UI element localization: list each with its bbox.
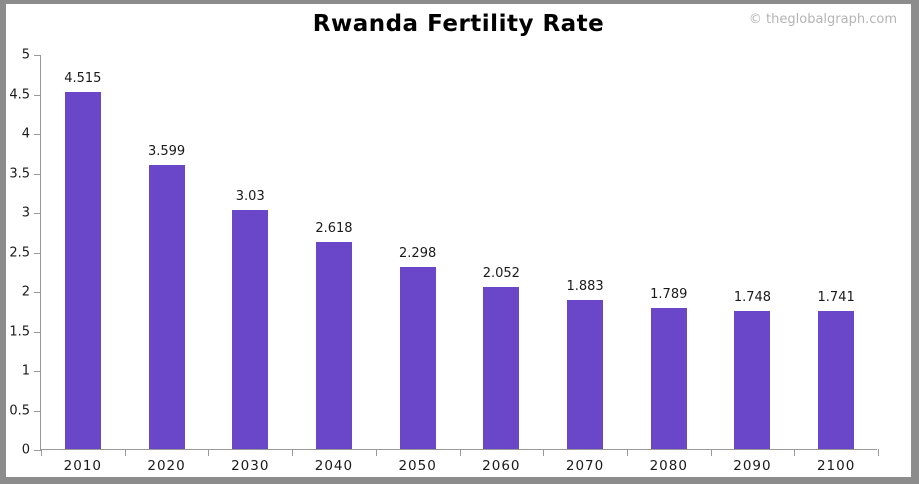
bar <box>650 307 687 449</box>
watermark-credit: © theglobalgraph.com <box>748 12 897 27</box>
x-tick-label: 2070 <box>565 458 605 474</box>
y-axis-tick <box>34 450 41 451</box>
x-axis-tick <box>41 449 42 456</box>
bar-value-label: 2.618 <box>315 221 353 237</box>
y-tick-label: 3.5 <box>9 166 30 181</box>
chart-title: Rwanda Fertility Rate <box>312 11 605 37</box>
x-tick-label: 2040 <box>314 458 354 474</box>
y-axis-tick <box>34 213 41 214</box>
y-axis-tick <box>34 371 41 372</box>
bar-value-label: 4.515 <box>64 71 102 87</box>
x-tick-label: 2080 <box>649 458 688 474</box>
bar-value-label: 2.052 <box>482 265 520 281</box>
y-axis-tick <box>34 410 41 412</box>
x-tick-label: 2060 <box>482 458 521 474</box>
bar <box>818 311 855 449</box>
y-tick-label: 3 <box>21 205 30 221</box>
x-tick-label: 2090 <box>733 458 772 474</box>
y-axis-tick <box>34 331 41 333</box>
y-axis-tick <box>34 252 41 254</box>
y-tick-label: 2 <box>21 284 30 300</box>
bar-value-label: 1.748 <box>733 289 772 305</box>
x-axis-tick <box>375 449 377 456</box>
y-tick-label: 0 <box>21 442 30 458</box>
y-tick-label: 0.5 <box>9 403 30 418</box>
y-axis-tick <box>34 55 41 56</box>
x-axis-tick <box>794 449 796 456</box>
bar <box>483 286 520 449</box>
bar <box>734 310 771 449</box>
x-tick-label: 2030 <box>231 458 270 474</box>
bar-value-label: 1.741 <box>817 290 855 306</box>
x-axis-tick <box>626 449 628 456</box>
x-axis-tick <box>292 449 294 456</box>
bar <box>567 300 604 449</box>
bar-value-label: 1.883 <box>566 279 604 295</box>
x-tick-label: 2050 <box>398 458 437 474</box>
y-tick-label: 1.5 <box>9 324 30 339</box>
bar-value-label: 2.298 <box>399 246 437 262</box>
y-tick-label: 2.5 <box>9 245 30 260</box>
x-axis-tick <box>208 449 210 456</box>
bar <box>315 242 352 449</box>
x-tick-label: 2020 <box>147 458 186 474</box>
y-tick-label: 4.5 <box>9 87 30 102</box>
y-tick-label: 5 <box>21 47 30 63</box>
bar <box>64 92 101 449</box>
y-axis-tick <box>34 173 41 175</box>
bar-value-label: 1.789 <box>650 286 688 302</box>
y-axis-tick <box>34 94 41 96</box>
x-axis-tick <box>459 449 461 456</box>
bar <box>148 164 185 449</box>
y-tick-label: 1 <box>21 363 30 379</box>
y-tick-label: 4 <box>21 126 30 142</box>
x-tick-label: 2010 <box>63 458 103 474</box>
plot-area: 5 4.5 4 3.5 3 2.5 2 1.5 1 0.5 0 4.515 2010 3.599 2020 3… <box>9 48 879 474</box>
bar <box>232 209 269 449</box>
bar-value-label: 3.599 <box>147 143 186 159</box>
x-axis-tick <box>543 449 545 456</box>
x-axis-tick <box>710 449 712 456</box>
x-axis-tick <box>124 449 126 456</box>
y-axis-tick <box>34 134 41 135</box>
bar-value-label: 3.03 <box>235 188 265 204</box>
bar <box>399 267 436 449</box>
x-axis-tick <box>878 449 879 456</box>
x-tick-label: 2100 <box>816 458 856 474</box>
y-axis-tick <box>34 292 41 293</box>
